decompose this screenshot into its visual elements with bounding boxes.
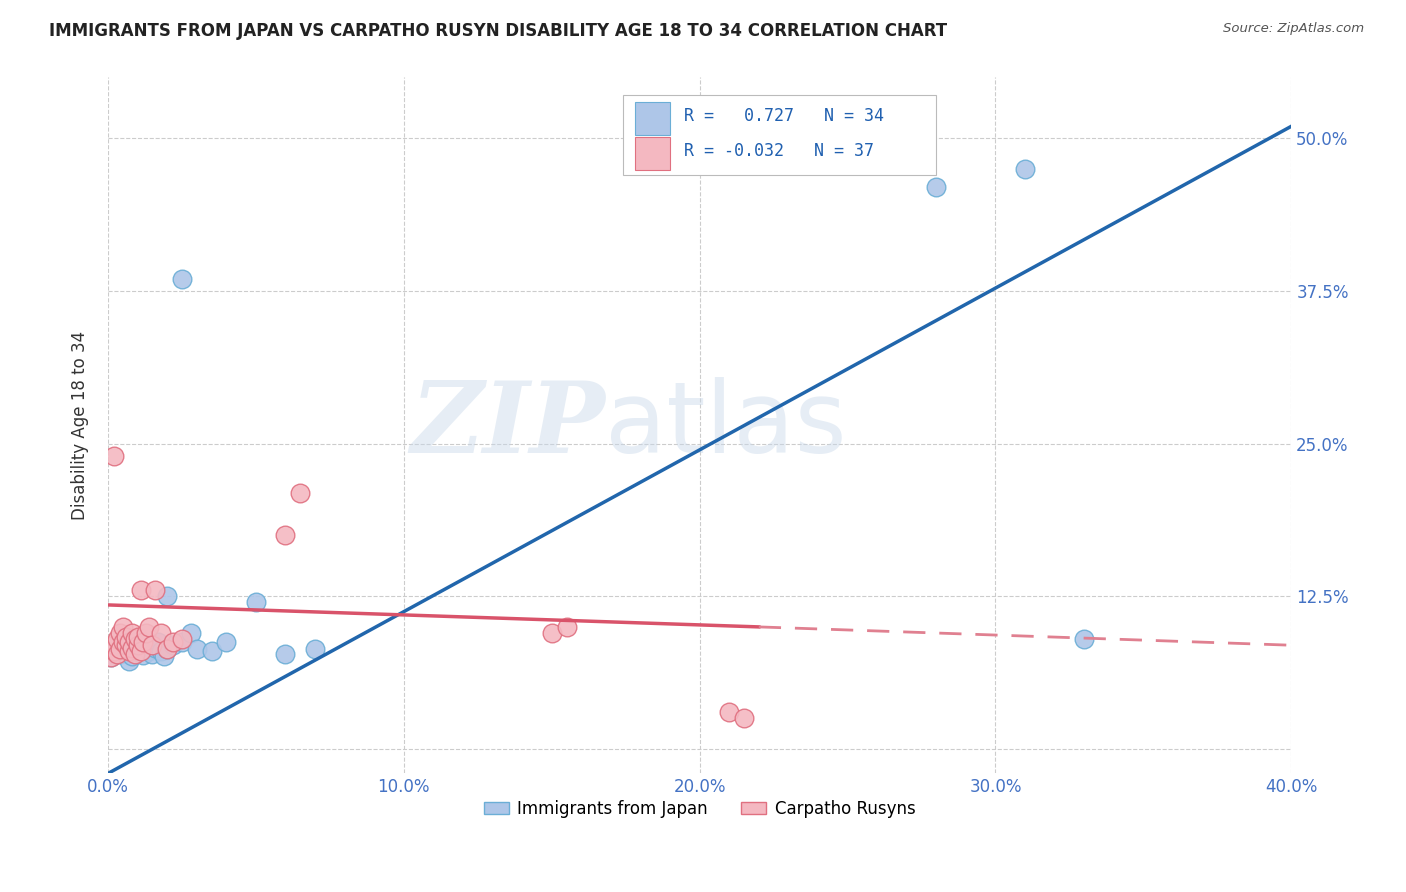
- Point: [290, 485, 312, 500]
- Point: [111, 620, 134, 634]
- Point: [121, 640, 143, 655]
- Legend: Immigrants from Japan, Carpatho Rusyns: Immigrants from Japan, Carpatho Rusyns: [477, 793, 922, 824]
- Point: [540, 626, 562, 640]
- Point: [1073, 632, 1095, 646]
- Point: [105, 647, 128, 661]
- Point: [718, 706, 741, 720]
- Point: [215, 634, 238, 648]
- Point: [170, 272, 193, 286]
- Point: [150, 644, 173, 658]
- Point: [124, 632, 146, 646]
- Point: [156, 641, 179, 656]
- Point: [143, 583, 166, 598]
- Point: [274, 528, 297, 542]
- Point: [108, 641, 131, 656]
- Point: [114, 638, 136, 652]
- Text: R =   0.727   N = 34: R = 0.727 N = 34: [685, 107, 884, 126]
- Point: [100, 650, 122, 665]
- FancyBboxPatch shape: [634, 136, 671, 170]
- Point: [180, 626, 202, 640]
- Point: [105, 632, 128, 646]
- Text: atlas: atlas: [605, 377, 846, 474]
- FancyBboxPatch shape: [634, 102, 671, 136]
- Point: [138, 620, 160, 634]
- Point: [129, 644, 152, 658]
- Point: [105, 638, 128, 652]
- Point: [103, 644, 125, 658]
- Point: [186, 641, 208, 656]
- Point: [103, 449, 125, 463]
- Text: Source: ZipAtlas.com: Source: ZipAtlas.com: [1223, 22, 1364, 36]
- Point: [925, 180, 948, 194]
- Point: [150, 626, 173, 640]
- Point: [135, 626, 157, 640]
- Point: [156, 590, 179, 604]
- Point: [111, 634, 134, 648]
- Point: [127, 630, 149, 644]
- Point: [118, 644, 141, 658]
- Point: [127, 638, 149, 652]
- Point: [156, 641, 179, 656]
- Point: [100, 650, 122, 665]
- Point: [162, 638, 184, 652]
- Point: [153, 649, 176, 664]
- Point: [118, 634, 141, 648]
- Text: IMMIGRANTS FROM JAPAN VS CARPATHO RUSYN DISABILITY AGE 18 TO 34 CORRELATION CHAR: IMMIGRANTS FROM JAPAN VS CARPATHO RUSYN …: [49, 22, 948, 40]
- Point: [304, 641, 326, 656]
- Point: [121, 626, 143, 640]
- Text: ZIP: ZIP: [411, 377, 605, 474]
- Point: [733, 711, 755, 725]
- Point: [162, 634, 184, 648]
- FancyBboxPatch shape: [623, 95, 936, 175]
- Point: [108, 626, 131, 640]
- Point: [200, 644, 222, 658]
- Point: [127, 634, 149, 648]
- Point: [274, 647, 297, 661]
- Point: [124, 640, 146, 655]
- Point: [108, 647, 131, 661]
- Point: [118, 654, 141, 668]
- Point: [138, 644, 160, 658]
- Point: [148, 634, 170, 648]
- Point: [170, 632, 193, 646]
- Point: [135, 638, 157, 652]
- Point: [103, 644, 125, 658]
- Point: [124, 647, 146, 661]
- Point: [143, 640, 166, 655]
- Point: [114, 630, 136, 644]
- Point: [1014, 161, 1036, 176]
- Point: [132, 648, 155, 662]
- Point: [555, 620, 578, 634]
- Text: R = -0.032   N = 37: R = -0.032 N = 37: [685, 142, 875, 161]
- Point: [141, 638, 163, 652]
- Point: [103, 638, 125, 652]
- Point: [245, 595, 267, 609]
- Y-axis label: Disability Age 18 to 34: Disability Age 18 to 34: [72, 331, 89, 520]
- Point: [141, 647, 163, 661]
- Point: [121, 649, 143, 664]
- Point: [129, 583, 152, 598]
- Point: [111, 641, 134, 656]
- Point: [132, 634, 155, 648]
- Point: [129, 641, 152, 656]
- Point: [114, 646, 136, 660]
- Point: [170, 634, 193, 648]
